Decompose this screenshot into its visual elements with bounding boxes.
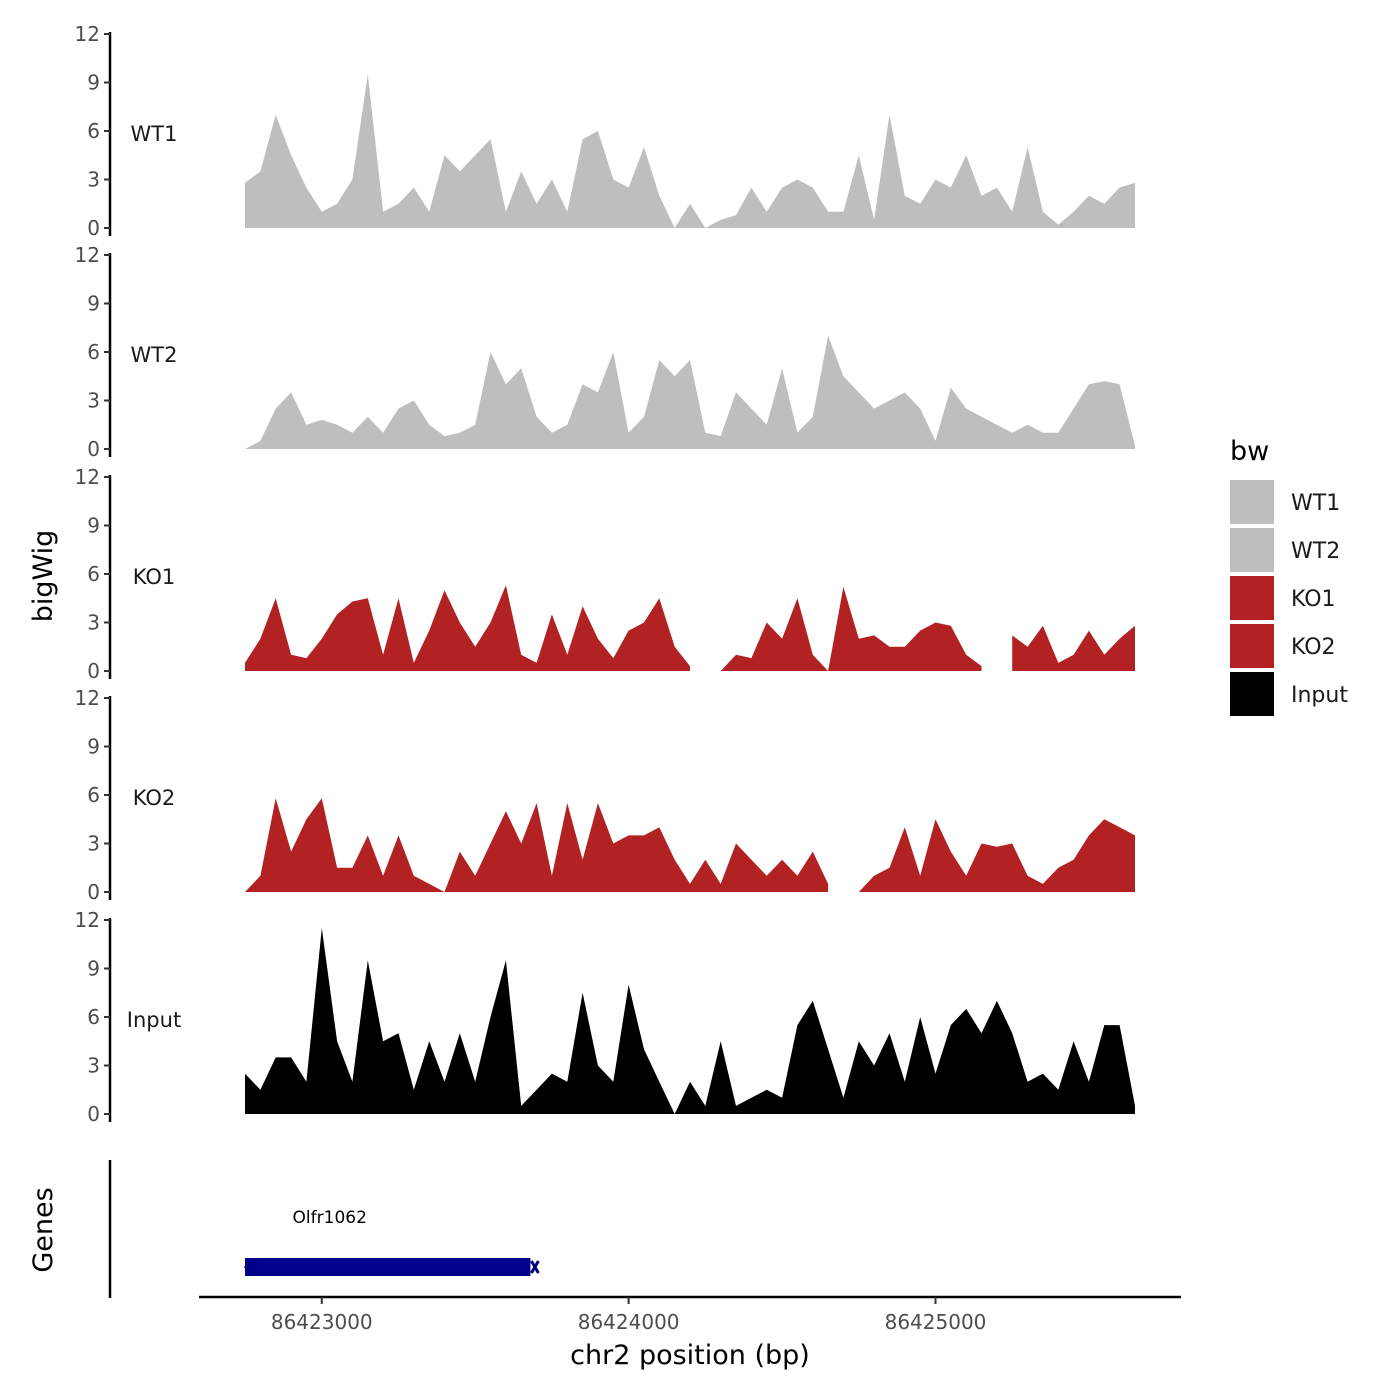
- legend-label: WT1: [1291, 491, 1340, 516]
- track-ko2: 0 3 6 9 12 KO2: [75, 686, 1135, 904]
- x-tick-label: 86423000: [271, 1310, 373, 1334]
- strand-arrow: [530, 1260, 540, 1274]
- x-axis: 86423000 86424000 86425000: [199, 1295, 1181, 1334]
- y-tick-label: 0: [87, 1102, 100, 1126]
- coverage-area-input: [245, 928, 1135, 1114]
- y-tick-label: 6: [87, 783, 100, 807]
- track-label: KO2: [133, 786, 176, 810]
- y-tick-label: 3: [87, 1054, 100, 1078]
- track-label: WT2: [131, 343, 178, 367]
- legend-swatch-ko2: [1230, 624, 1274, 668]
- legend-label: WT2: [1291, 539, 1340, 564]
- y-tick-label: 3: [87, 611, 100, 635]
- gene-label: Olfr1062: [293, 1208, 367, 1228]
- track-input: 0 3 6 9 12 Input: [75, 908, 1135, 1126]
- genes-panel: Olfr1062: [108, 1160, 540, 1298]
- legend: bw WT1 WT2 KO1 KO2 Input: [1230, 436, 1348, 716]
- y-tick-label: 12: [75, 686, 100, 710]
- y-tick-label: 3: [87, 832, 100, 856]
- track-label: WT1: [131, 122, 178, 146]
- legend-label: KO1: [1291, 587, 1336, 612]
- y-tick-label: 12: [75, 465, 100, 489]
- legend-label: KO2: [1291, 635, 1336, 660]
- y-tick-label: 9: [87, 71, 100, 95]
- legend-swatch-wt1: [1230, 480, 1274, 524]
- legend-title: bw: [1230, 436, 1269, 467]
- coverage-area-wt2: [245, 335, 1135, 449]
- y-tick-label: 3: [87, 168, 100, 192]
- coverage-area-ko1: [1012, 625, 1135, 671]
- track-label: Input: [127, 1008, 181, 1032]
- y-axis-title: bigWig: [28, 530, 59, 623]
- y-tick-label: 0: [87, 437, 100, 461]
- y-tick-label: 6: [87, 340, 100, 364]
- y-tick-label: 0: [87, 659, 100, 683]
- coverage-area-ko1: [720, 586, 982, 671]
- coverage-area-ko1: [245, 585, 690, 671]
- track-ko1: 0 3 6 9 12 KO1: [75, 465, 1135, 683]
- genes-axis-title: Genes: [28, 1187, 59, 1272]
- y-tick-label: 0: [87, 880, 100, 904]
- strand-arrow: [243, 1259, 255, 1275]
- y-tick-label: 9: [87, 957, 100, 981]
- legend-swatch-wt2: [1230, 528, 1274, 572]
- coverage-area-ko2: [245, 798, 829, 892]
- y-tick-label: 6: [87, 562, 100, 586]
- y-tick-label: 12: [75, 22, 100, 46]
- x-axis-title: chr2 position (bp): [570, 1340, 810, 1371]
- coverage-area-ko2: [858, 819, 1135, 892]
- x-tick-label: 86425000: [885, 1310, 987, 1334]
- legend-swatch-ko1: [1230, 576, 1274, 620]
- y-tick-label: 9: [87, 735, 100, 759]
- y-tick-label: 9: [87, 292, 100, 316]
- track-label: KO1: [133, 565, 176, 589]
- y-tick-label: 0: [87, 216, 100, 240]
- y-tick-label: 12: [75, 243, 100, 267]
- y-tick-label: 6: [87, 119, 100, 143]
- y-tick-label: 12: [75, 908, 100, 932]
- y-tick-label: 9: [87, 514, 100, 538]
- gene-body: [245, 1258, 531, 1276]
- legend-label: Input: [1291, 683, 1348, 708]
- coverage-area-wt1: [245, 74, 1135, 229]
- x-tick-label: 86424000: [578, 1310, 680, 1334]
- track-wt1: 0 3 6 9 12 WT1: [75, 22, 1135, 240]
- track-wt2: 0 3 6 9 12 WT2: [75, 243, 1135, 461]
- track-panels: 0 3 6 9 12 WT1 0 3 6 9 12 WT2 0 3 6 9 12 KO1 0 3 6 9 12 KO2 0 3 6 9…: [75, 22, 1135, 1126]
- legend-swatch-input: [1230, 672, 1274, 716]
- y-tick-label: 6: [87, 1005, 100, 1029]
- y-tick-label: 3: [87, 389, 100, 413]
